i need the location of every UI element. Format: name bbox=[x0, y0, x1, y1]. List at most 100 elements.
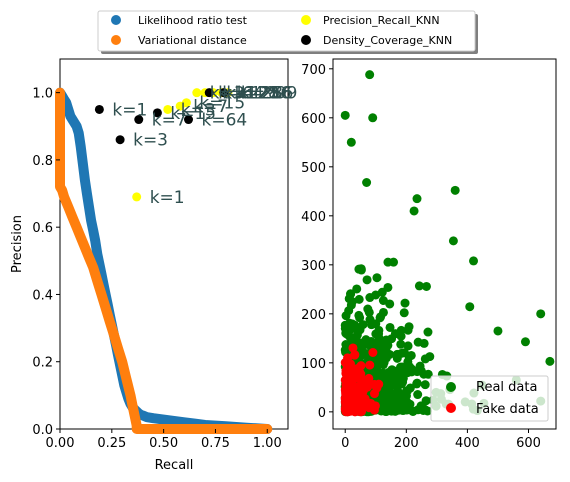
real-data-point bbox=[408, 406, 418, 416]
pr-annotation-k=7: k=7 bbox=[193, 97, 228, 117]
real-data-point bbox=[413, 390, 423, 400]
real-data-point bbox=[412, 378, 422, 388]
real-data-point bbox=[536, 309, 546, 319]
fake-data-point bbox=[364, 373, 374, 383]
dc-annotation-k=128: k=128 bbox=[222, 84, 279, 104]
real-data-point bbox=[344, 294, 354, 304]
real-data-point bbox=[387, 334, 397, 344]
real-data-point bbox=[400, 298, 410, 308]
real-data-point bbox=[448, 236, 458, 246]
right-ytick-label: 300 bbox=[301, 259, 326, 274]
right-ticks: 0 200 400 600 0 100 200 300 400 500 600 700 bbox=[301, 63, 541, 451]
real-data-point bbox=[375, 339, 385, 349]
legend-marker-fake bbox=[446, 403, 456, 413]
legend-label-vd: Variational distance bbox=[138, 34, 247, 47]
real-data-point bbox=[385, 299, 395, 309]
real-data-point bbox=[372, 273, 382, 283]
left-ytick-label: 0.2 bbox=[32, 356, 53, 371]
real-data-point bbox=[416, 401, 426, 411]
dc-point-k=64 bbox=[184, 115, 194, 125]
real-data-point bbox=[401, 367, 411, 377]
real-data-point bbox=[371, 319, 381, 329]
right-points bbox=[340, 70, 555, 417]
real-data-point bbox=[450, 185, 460, 195]
right-xtick-label: 600 bbox=[516, 436, 541, 451]
right-ytick-label: 0 bbox=[318, 406, 326, 421]
right-xtick-label: 200 bbox=[394, 436, 419, 451]
right-legend: Real data Fake data bbox=[430, 375, 549, 422]
fake-data-point bbox=[351, 390, 361, 400]
vd-curve bbox=[55, 87, 273, 434]
real-data-point bbox=[409, 206, 419, 216]
real-data-point bbox=[383, 257, 393, 267]
real-data-point bbox=[354, 264, 364, 274]
real-data-point bbox=[368, 113, 378, 123]
right-ytick-label: 200 bbox=[301, 308, 326, 323]
real-data-point bbox=[520, 337, 530, 347]
real-data-point bbox=[399, 308, 409, 318]
real-data-point bbox=[423, 369, 433, 379]
right-ytick-label: 600 bbox=[301, 112, 326, 127]
left-xtick-label: 0.75 bbox=[201, 436, 230, 451]
fake-data-point bbox=[354, 374, 364, 384]
dc-point-k=7 bbox=[134, 115, 144, 125]
real-data-point bbox=[346, 137, 356, 147]
pr-annotation-k=64: k=64 bbox=[218, 84, 264, 104]
left-xtick-label: 0.00 bbox=[46, 436, 75, 451]
legend-marker-pr bbox=[301, 15, 311, 25]
dc-annotation-k=64: k=64 bbox=[202, 111, 248, 131]
dc-point-k=256 bbox=[219, 88, 229, 98]
left-series bbox=[55, 87, 273, 434]
left-ytick-label: 0.0 bbox=[32, 423, 53, 438]
fake-data-point bbox=[341, 366, 351, 376]
fake-data-point bbox=[348, 367, 358, 377]
real-data-point bbox=[403, 341, 413, 351]
real-data-point bbox=[397, 348, 407, 358]
fake-data-point bbox=[365, 360, 375, 370]
left-ticks: 0.00 0.25 0.50 0.75 1.00 0.0 0.2 0.4 0.6 0.8 1.0 bbox=[32, 87, 281, 451]
left-annotations: k=1k=3k=7k=15k=31k=64k=128k=256k=999k=1k… bbox=[112, 84, 297, 208]
left-panel: k=1k=3k=7k=15k=31k=64k=128k=256k=999k=1k… bbox=[10, 58, 297, 473]
real-data-point bbox=[545, 356, 555, 366]
real-data-point bbox=[412, 194, 422, 204]
left-points bbox=[94, 88, 233, 202]
real-data-point bbox=[354, 294, 364, 304]
real-data-point bbox=[465, 302, 475, 312]
real-data-point bbox=[414, 281, 424, 291]
right-legend-frame bbox=[430, 375, 549, 422]
real-data-point bbox=[381, 353, 391, 363]
pr-annotation-k=15: k=15 bbox=[199, 94, 245, 114]
legend-label-real: Real data bbox=[476, 380, 537, 395]
real-data-point bbox=[362, 177, 372, 187]
right-ytick-label: 700 bbox=[301, 63, 326, 78]
fake-data-point bbox=[366, 400, 376, 410]
real-data-point bbox=[360, 348, 370, 358]
real-data-point bbox=[362, 275, 372, 285]
legend-marker-lrt bbox=[111, 15, 121, 25]
legend-marker-dc bbox=[301, 35, 311, 45]
legend-label-pr: Precision_Recall_KNN bbox=[323, 14, 440, 27]
legend-marker-vd bbox=[111, 35, 121, 45]
left-ytick-label: 1.0 bbox=[32, 87, 53, 102]
real-data-point bbox=[358, 340, 368, 350]
dc-annotation-k=256: k=256 bbox=[237, 84, 294, 104]
fake-data-point bbox=[363, 382, 373, 392]
right-ytick-label: 500 bbox=[301, 161, 326, 176]
real-data-point bbox=[340, 110, 350, 120]
pr-annotation-k=128: k=128 bbox=[226, 84, 283, 104]
dc-point-k=1 bbox=[94, 104, 104, 114]
dc-annotation-k=15: k=15 bbox=[170, 104, 216, 124]
real-data-point bbox=[469, 256, 479, 266]
real-data-point bbox=[420, 380, 430, 390]
pr-annotation-k=1: k=1 bbox=[150, 188, 185, 208]
left-xtick-label: 0.50 bbox=[149, 436, 178, 451]
real-data-point bbox=[398, 390, 408, 400]
dc-annotation-k=1: k=1 bbox=[112, 100, 147, 120]
right-ytick-label: 100 bbox=[301, 357, 326, 372]
pr-point-k=1 bbox=[132, 192, 142, 202]
real-data-point bbox=[421, 281, 431, 291]
real-data-point bbox=[365, 70, 375, 80]
left-xtick-label: 1.00 bbox=[253, 436, 282, 451]
real-data-point bbox=[396, 339, 406, 349]
